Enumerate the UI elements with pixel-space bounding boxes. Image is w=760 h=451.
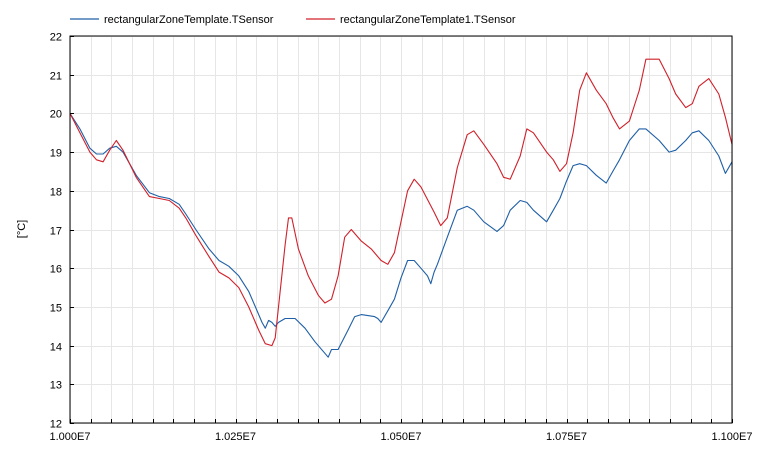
x-tick-label: 1.100E7 [712, 431, 753, 443]
grid [70, 36, 733, 424]
x-tick-label: 1.025E7 [215, 431, 256, 443]
legend-label-series-2: rectangularZoneTemplate1.TSensor [340, 14, 516, 26]
legend-label-series-1: rectangularZoneTemplate.TSensor [104, 14, 274, 26]
x-axis-tick-labels: 1.000E7 1.025E7 1.050E7 1.075E7 1.100E7 [50, 431, 753, 443]
x-tick-label: 1.050E7 [381, 431, 422, 443]
y-tick-label: 13 [50, 380, 62, 392]
x-tick-label: 1.075E7 [546, 431, 587, 443]
y-axis-title: [°C] [16, 220, 28, 238]
series-group [69, 58, 733, 358]
y-tick-label: 16 [50, 264, 62, 276]
y-tick-label: 20 [50, 109, 62, 121]
y-tick-label: 14 [50, 342, 62, 354]
y-tick-label: 21 [50, 71, 62, 83]
y-axis-tick-labels: 12 13 14 15 16 17 18 19 20 21 22 [50, 32, 62, 431]
series-line-2 [69, 58, 733, 347]
series-line-1 [69, 113, 733, 358]
y-tick-label: 12 [50, 419, 62, 431]
y-tick-label: 17 [50, 226, 62, 238]
x-tick-label: 1.000E7 [50, 431, 91, 443]
y-tick-label: 15 [50, 303, 62, 315]
axis-ticks [70, 36, 733, 424]
y-tick-label: 19 [50, 148, 62, 160]
y-tick-label: 18 [50, 187, 62, 199]
legend: rectangularZoneTemplate.TSensor rectangu… [70, 14, 516, 26]
y-tick-label: 22 [50, 32, 62, 44]
